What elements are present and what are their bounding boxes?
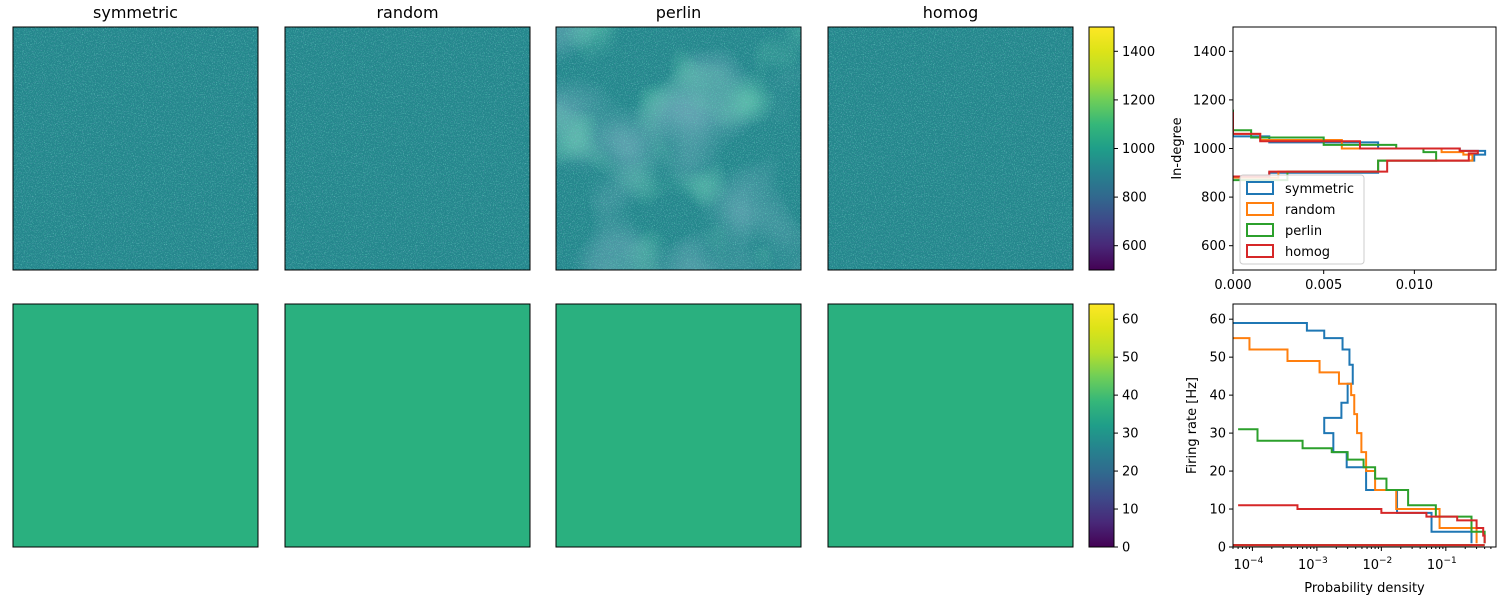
colorbar-tick-label: 0 [1122, 541, 1130, 556]
firing-rate-histogram: 0 10 20 30 40 50 60 10−4 10−3 10−2 10−1Probability… [1185, 303, 1497, 596]
colorbar-tick-label: 60 [1122, 313, 1139, 328]
heatmap-texture [828, 27, 1073, 270]
hist1-line-perlin [1233, 109, 1438, 182]
hist2-ytick-label: 50 [1209, 351, 1226, 366]
hist2-ytick-label: 0 [1218, 541, 1226, 556]
heatmap-frame [827, 303, 1074, 548]
panel-title-random: random [376, 3, 438, 22]
legend: symmetric random perlin homog [1239, 174, 1365, 265]
hist2-line-random [1233, 337, 1478, 544]
colorbar-tick-label: 1400 [1122, 45, 1155, 60]
heatmap-frame [284, 303, 531, 548]
hist2-xtick-label: 10−4 [1233, 556, 1263, 573]
hist1-xtick-label: 0.005 [1305, 278, 1342, 293]
colorbar-indegree [1089, 27, 1114, 270]
hist2-line-homog [1238, 504, 1486, 544]
heatmap-perlin-rate [555, 303, 802, 548]
hist1-line-random [1233, 116, 1474, 179]
colorbar-tick-label: 10 [1122, 503, 1139, 518]
legend-label-perlin: perlin [1285, 224, 1322, 239]
hist1-ytick-label: 800 [1201, 191, 1226, 206]
legend-swatch-homog [1246, 244, 1274, 258]
heatmap-frame [12, 26, 259, 271]
hist2-ytick-label: 60 [1209, 313, 1226, 328]
heatmap-texture [13, 27, 258, 270]
colorbar-tick-label: 800 [1122, 191, 1147, 206]
hist2-xtick-label: 10−1 [1427, 556, 1457, 573]
panel-title-perlin: perlin [656, 3, 702, 22]
hist2-ytick-label: 10 [1209, 503, 1226, 518]
heatmap-random-rate [284, 303, 531, 548]
heatmap-fill [828, 304, 1073, 547]
hist1-ytick-label: 600 [1201, 239, 1226, 254]
hist2-xtick-label: 10−3 [1298, 556, 1328, 573]
colorbar-tick-label: 50 [1122, 351, 1139, 366]
legend-swatch-symmetric [1246, 181, 1274, 195]
in-degree-histogram: 600 800 1000 1200 1400 0.000 0.005 0.010 In-degr… [1170, 26, 1497, 293]
legend-swatch-random [1246, 202, 1274, 216]
heatmap-frame [12, 303, 259, 548]
legend-label-homog: homog [1285, 245, 1330, 260]
heatmap-panels: symmetric random perlin homog [12, 3, 1074, 548]
hist1-ytick-label: 1400 [1193, 45, 1226, 60]
heatmap-frame [555, 26, 802, 271]
heatmap-random-indegree [284, 26, 531, 271]
hist2-ytick-label: 40 [1209, 389, 1226, 404]
hist1-ytick-label: 1000 [1193, 142, 1226, 157]
colorbar-frame [1088, 303, 1115, 548]
colorbar-tick-label: 40 [1122, 389, 1139, 404]
colorbars: 600 800 1000 1200 1400 0 10 20 30 40 50 60 [1088, 26, 1155, 556]
hist2-series [1233, 321, 1486, 547]
heatmap-symmetric-rate [12, 303, 259, 548]
colorbar-rate [1089, 304, 1114, 547]
panel-title-symmetric: symmetric [93, 3, 178, 22]
hist1-ytick-label: 1200 [1193, 93, 1226, 108]
hist2-xtick-label: 10−2 [1362, 556, 1392, 573]
heatmap-fill [556, 304, 801, 547]
hist1-ylabel: In-degree [1170, 117, 1185, 179]
legend-label-random: random [1285, 203, 1335, 218]
hist1-xtick-label: 0.000 [1214, 278, 1251, 293]
panel-title-homog: homog [923, 3, 978, 22]
heatmap-frame [284, 26, 531, 271]
hist2-frame [1232, 303, 1497, 548]
heatmap-perlin-indegree [555, 26, 802, 271]
heatmap-texture [556, 27, 801, 270]
heatmap-frame [555, 303, 802, 548]
legend-label-symmetric: symmetric [1285, 182, 1354, 197]
hist1-line-homog [1233, 112, 1479, 178]
hist2-ylabel: Firing rate [Hz] [1185, 377, 1200, 474]
heatmap-texture [285, 27, 530, 270]
hist2-xlabel: Probability density [1304, 581, 1425, 596]
heatmap-homog-indegree [827, 26, 1074, 271]
heatmap-fill [13, 304, 258, 547]
colorbar-tick-label: 30 [1122, 427, 1139, 442]
heatmap-fill [285, 304, 530, 547]
colorbar-tick-label: 20 [1122, 465, 1139, 480]
hist2-ytick-label: 30 [1209, 427, 1226, 442]
hist2-ytick-label: 20 [1209, 465, 1226, 480]
colorbar-tick-label: 1200 [1122, 93, 1155, 108]
heatmap-homog-rate [827, 303, 1074, 548]
colorbar-tick-label: 600 [1122, 239, 1147, 254]
legend-swatch-perlin [1246, 223, 1274, 237]
heatmap-frame [827, 26, 1074, 271]
hist1-xtick-label: 0.010 [1396, 278, 1433, 293]
heatmap-symmetric-indegree [12, 26, 259, 271]
legend-box [1239, 174, 1365, 265]
colorbar-tick-label: 1000 [1122, 142, 1155, 157]
hist1-series [1233, 109, 1487, 182]
